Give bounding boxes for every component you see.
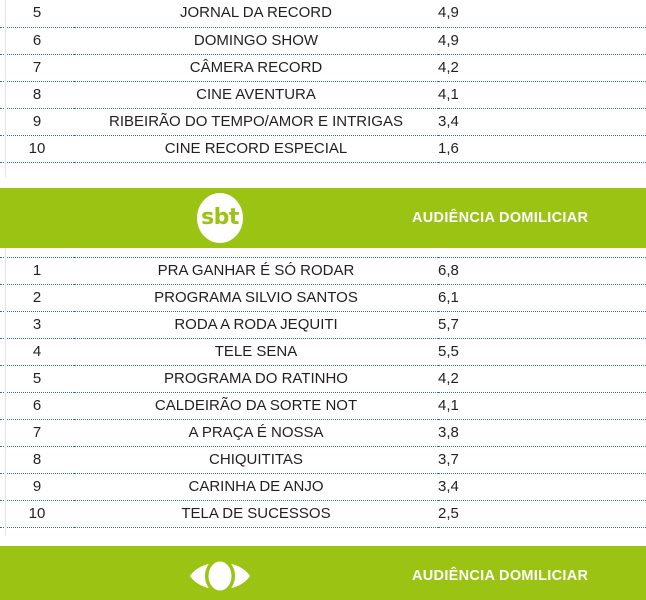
cell-rank: 3 xyxy=(0,311,74,339)
table-row[interactable]: 8 CINE AVENTURA 4,1 xyxy=(0,81,646,109)
cell-rating: 4,1 xyxy=(438,392,646,420)
cell-rank: 8 xyxy=(0,446,74,474)
cell-rank: 9 xyxy=(0,473,74,501)
cell-rating: 4,1 xyxy=(438,81,646,109)
table-row[interactable]: 5 JORNAL DA RECORD 4,9 xyxy=(0,0,646,28)
cell-rank: 8 xyxy=(0,81,74,109)
cell-rating: 6,1 xyxy=(438,284,646,312)
cell-program: TELA DE SUCESSOS xyxy=(74,500,438,528)
cell-program: CINE RECORD ESPECIAL xyxy=(74,135,438,163)
table-row[interactable]: 9 CARINHA DE ANJO 3,4 xyxy=(0,473,646,501)
ranking-table-sbt: 1 PRA GANHAR É SÓ RODAR 6,8 2 PROGRAMA S… xyxy=(0,252,646,528)
globo-eye-icon xyxy=(180,546,260,600)
channel-caption-globo: AUDIÊNCIA DOMILICIAR xyxy=(412,568,589,584)
table-row[interactable]: 6 CALDEIRÃO DA SORTE NOT 4,1 xyxy=(0,392,646,420)
cell-program: TELE SENA xyxy=(74,338,438,366)
cell-rank: 9 xyxy=(0,108,74,136)
cell-rank: 5 xyxy=(0,0,74,28)
cell-rating: 3,8 xyxy=(438,419,646,447)
cell-rating: 3,4 xyxy=(438,473,646,501)
cell-rank: 7 xyxy=(0,419,74,447)
cell-rating: 1,6 xyxy=(438,135,646,163)
channel-caption-sbt: AUDIÊNCIA DOMILICIAR xyxy=(412,209,589,226)
divider-cell xyxy=(438,252,646,258)
table-row[interactable]: 7 A PRAÇA É NOSSA 3,8 xyxy=(0,419,646,447)
cell-program: CARINHA DE ANJO xyxy=(74,473,438,501)
cell-rating: 5,5 xyxy=(438,338,646,366)
cell-program: CALDEIRÃO DA SORTE NOT xyxy=(74,392,438,420)
cell-program: PRA GANHAR É SÓ RODAR xyxy=(74,257,438,285)
table-row[interactable]: 10 TELA DE SUCESSOS 2,5 xyxy=(0,500,646,528)
cell-program: A PRAÇA É NOSSA xyxy=(74,419,438,447)
cell-program: PROGRAMA DO RATINHO xyxy=(74,365,438,393)
table-left-rule-bottom xyxy=(5,242,6,536)
divider-cell xyxy=(74,252,438,258)
table-row[interactable]: 5 PROGRAMA DO RATINHO 4,2 xyxy=(0,365,646,393)
cell-rating: 3,7 xyxy=(438,446,646,474)
table-left-rule-top xyxy=(5,0,6,177)
table-row[interactable]: 2 PROGRAMA SILVIO SANTOS 6,1 xyxy=(0,284,646,312)
cell-rank: 1 xyxy=(0,257,74,285)
cell-rating: 4,2 xyxy=(438,365,646,393)
block-spacer xyxy=(0,162,646,188)
table-row[interactable]: 8 CHIQUITITAS 3,7 xyxy=(0,446,646,474)
ranking-table-record: 5 JORNAL DA RECORD 4,9 6 DOMINGO SHOW 4,… xyxy=(0,0,646,163)
table-row[interactable]: 6 DOMINGO SHOW 4,9 xyxy=(0,27,646,55)
cell-program: PROGRAMA SILVIO SANTOS xyxy=(74,284,438,312)
globo-eye-shape xyxy=(188,556,252,596)
cell-program: DOMINGO SHOW xyxy=(74,27,438,55)
table-row[interactable]: 4 TELE SENA 5,5 xyxy=(0,338,646,366)
divider-cell xyxy=(0,252,74,258)
cell-program: CHIQUITITAS xyxy=(74,446,438,474)
table-body-sbt: 1 PRA GANHAR É SÓ RODAR 6,8 2 PROGRAMA S… xyxy=(0,252,646,528)
cell-rating: 5,7 xyxy=(438,311,646,339)
cell-program: CINE AVENTURA xyxy=(74,81,438,109)
channel-header-globo: AUDIÊNCIA DOMILICIAR xyxy=(0,546,646,600)
table-row[interactable]: 3 RODA A RODA JEQUITI 5,7 xyxy=(0,311,646,339)
cell-program: CÂMERA RECORD xyxy=(74,54,438,82)
cell-program: JORNAL DA RECORD xyxy=(74,0,438,28)
block-spacer xyxy=(0,528,646,546)
cell-program: RODA A RODA JEQUITI xyxy=(74,311,438,339)
header-spacer xyxy=(0,247,646,253)
sbt-logo-icon: sbt xyxy=(180,188,260,248)
table-top-divider-row xyxy=(0,252,646,258)
cell-rating: 2,5 xyxy=(438,500,646,528)
table-row[interactable]: 10 CINE RECORD ESPECIAL 1,6 xyxy=(0,135,646,163)
channel-header-sbt: sbt AUDIÊNCIA DOMILICIAR xyxy=(0,187,646,248)
cell-rank: 7 xyxy=(0,54,74,82)
cell-rank: 10 xyxy=(0,135,74,163)
table-row[interactable]: 7 CÂMERA RECORD 4,2 xyxy=(0,54,646,82)
cell-rating: 6,8 xyxy=(438,257,646,285)
cell-rank: 4 xyxy=(0,338,74,366)
table-row[interactable]: 1 PRA GANHAR É SÓ RODAR 6,8 xyxy=(0,257,646,285)
cell-program: RIBEIRÃO DO TEMPO/AMOR E INTRIGAS xyxy=(74,108,438,136)
cell-rating: 3,4 xyxy=(438,108,646,136)
table-body-record: 5 JORNAL DA RECORD 4,9 6 DOMINGO SHOW 4,… xyxy=(0,0,646,163)
cell-rank: 10 xyxy=(0,500,74,528)
cell-rating: 4,2 xyxy=(438,54,646,82)
table-row[interactable]: 9 RIBEIRÃO DO TEMPO/AMOR E INTRIGAS 3,4 xyxy=(0,108,646,136)
cell-rating: 4,9 xyxy=(438,27,646,55)
cell-rank: 2 xyxy=(0,284,74,312)
cell-rank: 5 xyxy=(0,365,74,393)
sbt-logo-circle: sbt xyxy=(197,192,243,243)
cell-rank: 6 xyxy=(0,392,74,420)
sbt-logo-label: sbt xyxy=(201,204,239,230)
cell-rank: 6 xyxy=(0,27,74,55)
cell-rating: 4,9 xyxy=(438,0,646,28)
